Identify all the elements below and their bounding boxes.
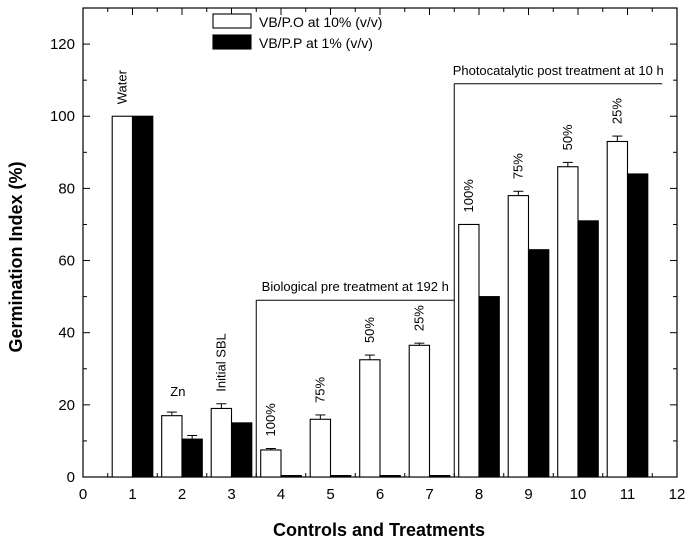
x-tick-label: 9 bbox=[524, 486, 532, 503]
x-tick-label: 8 bbox=[475, 486, 483, 503]
bar-vb-pp bbox=[478, 296, 500, 478]
bar-vb-pp bbox=[131, 115, 154, 478]
x-tick-label: 11 bbox=[620, 486, 636, 503]
bar-label: 100% bbox=[263, 403, 278, 437]
bar-vb-po bbox=[557, 166, 579, 478]
y-tick-label: 20 bbox=[58, 397, 75, 414]
x-tick-label: 6 bbox=[376, 486, 384, 503]
bar-vb-po bbox=[606, 140, 629, 478]
bar-label: Zn bbox=[170, 384, 185, 399]
x-tick-label: 12 bbox=[669, 486, 685, 503]
x-axis-title: Controls and Treatments bbox=[273, 520, 485, 540]
x-tick-label: 3 bbox=[227, 486, 235, 503]
bar-vb-po bbox=[359, 359, 381, 478]
bar-label: 25% bbox=[411, 305, 426, 331]
bar-label: 50% bbox=[560, 124, 575, 150]
bar-vb-pp bbox=[577, 220, 599, 478]
bar-vb-po bbox=[111, 115, 134, 478]
bar-label: 75% bbox=[312, 376, 327, 402]
legend: VB/P.O at 10% (v/v) VB/P.P at 1% (v/v) bbox=[212, 13, 382, 51]
bracket-label: Biological pre treatment at 192 h bbox=[262, 279, 449, 294]
bar-vb-po bbox=[458, 223, 480, 478]
y-tick-label: 100 bbox=[50, 108, 75, 125]
bar-vb-pp bbox=[626, 173, 649, 478]
bar-vb-pp bbox=[428, 475, 451, 478]
y-axis-title: Germination Index (%) bbox=[6, 161, 26, 352]
bar-label: Initial SBL bbox=[213, 333, 228, 392]
x-tick-label: 2 bbox=[178, 486, 186, 503]
bar-vb-pp bbox=[181, 438, 203, 478]
y-tick-label: 40 bbox=[58, 325, 75, 342]
bar-label: 25% bbox=[609, 98, 624, 124]
y-tick-label: 120 bbox=[50, 36, 75, 53]
x-tick-label: 0 bbox=[79, 486, 87, 503]
x-tick-label: 5 bbox=[326, 486, 334, 503]
bracket-label: Photocatalytic post treatment at 10 h bbox=[453, 63, 664, 78]
bar-vb-pp bbox=[230, 422, 253, 478]
bar-vb-pp bbox=[379, 475, 401, 478]
legend-swatch bbox=[212, 13, 252, 29]
bar-vb-po bbox=[507, 195, 530, 478]
y-tick-label: 0 bbox=[67, 469, 75, 486]
chart-marks bbox=[111, 115, 649, 478]
bar-vb-po bbox=[408, 344, 431, 478]
x-tick-label: 1 bbox=[128, 486, 136, 503]
x-tick-label: 7 bbox=[425, 486, 433, 503]
legend-label: VB/P.O at 10% (v/v) bbox=[259, 14, 382, 30]
bar-label: 50% bbox=[362, 317, 377, 343]
legend-swatch bbox=[212, 34, 252, 50]
y-tick-label: 60 bbox=[58, 253, 75, 270]
bar-vb-po bbox=[260, 449, 282, 478]
bar-vb-po bbox=[161, 415, 183, 478]
y-tick-label: 80 bbox=[58, 180, 75, 197]
bar-vb-po bbox=[309, 418, 332, 478]
bar-vb-po bbox=[210, 407, 233, 478]
bar-label: Water bbox=[114, 69, 129, 104]
bar-vb-pp bbox=[329, 475, 352, 478]
bar-vb-pp bbox=[527, 249, 550, 478]
x-tick-label: 4 bbox=[277, 486, 285, 503]
bar-label: 75% bbox=[510, 153, 525, 179]
bar-annotations: Water Zn Initial SBL 100% 75% 50% 25% 100% 75% 50… bbox=[114, 63, 664, 477]
bar-label: 100% bbox=[461, 179, 476, 213]
legend-label: VB/P.P at 1% (v/v) bbox=[259, 35, 373, 51]
bar-vb-pp bbox=[280, 475, 302, 478]
x-tick-label: 10 bbox=[570, 486, 587, 503]
